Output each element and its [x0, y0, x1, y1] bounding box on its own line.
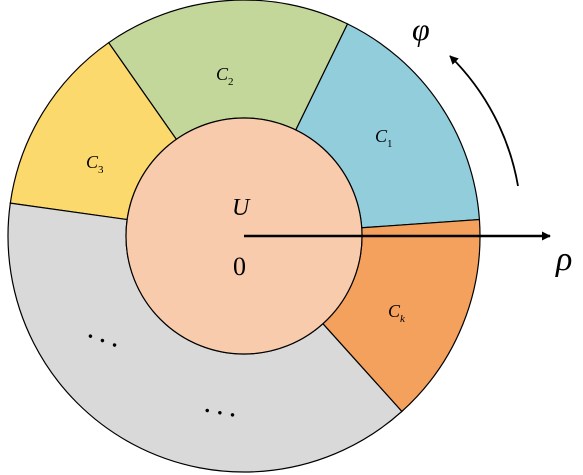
phi-direction-arrow: [449, 55, 519, 187]
origin-label: 0: [233, 252, 246, 281]
sector-c3-label: C3: [86, 152, 104, 176]
sector-c2-label: C2: [216, 64, 234, 88]
rho-label: ρ: [555, 241, 572, 278]
sector-ck-label: Ck: [388, 301, 406, 325]
phi-label: φ: [412, 11, 430, 47]
sector-c1-label: C1: [375, 126, 393, 150]
center-label-u: U: [232, 195, 251, 221]
ellipsis-lower: · · ·: [202, 397, 239, 427]
